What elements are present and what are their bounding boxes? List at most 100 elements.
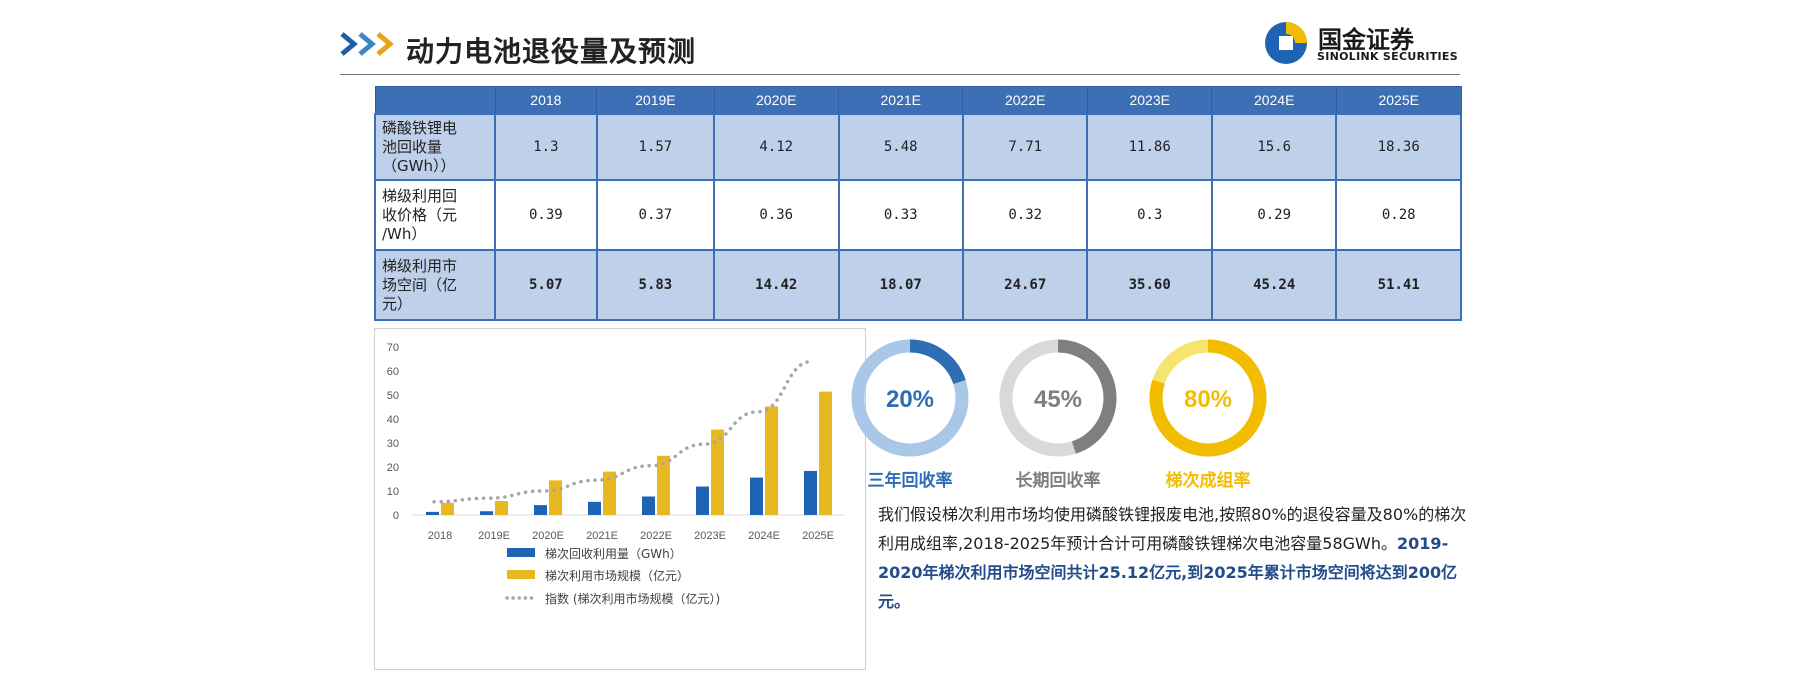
table-row: 磷酸铁锂电 池回收量 （GWh）） 1.3 1.57 4.12 5.48 7.7… [374,113,1462,181]
table-cell: 5.48 [837,113,964,181]
x-tick-label: 2023E [694,530,726,542]
bar-market-size [603,471,616,515]
row-header-line: 元） [382,294,413,313]
trendline [432,359,814,504]
table-cell: 15.6 [1210,113,1338,181]
logo-name: 国金证券 [1318,26,1414,54]
table-cell: 35.60 [1086,249,1213,321]
gauge-ring: 80% [1149,339,1267,457]
column-header: 2020E [713,86,840,115]
bar-recycling-volume [696,486,709,515]
slide: 动力电池退役量及预测 国金证券 SINOLINK SECURITIES 2018… [320,0,1480,700]
gauge-label: 梯次成组率 [1165,471,1251,491]
row-header-line: 磷酸铁锂电 [382,118,458,137]
table-cell: 0.28 [1335,179,1462,251]
chevron-arrows-icon [340,32,394,56]
table-cell: 45.24 [1210,249,1338,321]
y-tick-label: 30 [387,438,399,450]
bar-market-size [549,480,562,515]
gauge-ring: 45% [999,339,1117,457]
y-tick-label: 20 [387,462,399,474]
column-header: 2023E [1086,86,1213,115]
row-header-line: 池回收量 [382,137,443,156]
x-tick-label: 2024E [748,530,780,542]
column-header: 2018 [494,86,598,115]
y-tick-label: 50 [387,390,399,402]
gauge-chart: 80% [1144,334,1272,462]
bar-chart-svg: 0 10 20 30 40 50 60 70 2018 2019E 2020E 2021E 2022E 2… [387,342,845,606]
gauge-value: 20% [886,386,934,413]
row-header-line: 梯级利用回 [382,186,458,205]
header: 动力电池退役量及预测 国金证券 SINOLINK SECURITIES [340,18,1460,78]
row-header-line: 梯级利用市 [382,256,458,275]
column-header: 2025E [1335,86,1462,115]
row-header: 梯级利用回 收价格（元 /Wh） [374,179,496,251]
x-tick-label: 2021E [586,530,618,542]
gauge-value: 45% [1034,386,1082,413]
table-cell: 0.33 [837,179,964,251]
bar-recycling-volume [642,496,655,515]
legend-swatch [507,570,535,579]
y-tick-label: 40 [387,414,399,426]
summary-text: 我们假设梯次利用市场均使用磷酸铁锂报废电池,按照80%的退役容量及80%的梯次利… [878,505,1467,553]
gauge-arc [999,339,1117,457]
y-tick-label: 0 [393,510,399,522]
row-header-line: 场空间（亿 [382,275,458,294]
summary-paragraph: 我们假设梯次利用市场均使用磷酸铁锂报废电池,按照80%的退役容量及80%的梯次利… [878,500,1468,616]
row-header-line: 收价格（元 [382,205,458,224]
table-cell: 0.36 [713,179,840,251]
x-tick-label: 2020E [532,530,564,542]
table-cell: 18.07 [837,249,964,321]
table-cell: 0.39 [494,179,598,251]
column-header: 2024E [1211,86,1337,115]
table-cell: 1.3 [494,113,598,181]
x-tick-label: 2019E [478,530,510,542]
table-cell: 18.36 [1335,113,1462,181]
bar-chart: 0 10 20 30 40 50 60 70 2018 2019E 2020E 2021E 2022E 2… [374,328,866,670]
column-header: 2019E [596,86,715,115]
table-cell: 5.07 [494,249,598,321]
gauge-ring: 20% [851,339,969,457]
page-title: 动力电池退役量及预测 [406,35,697,68]
bar-market-size [495,501,508,515]
header-divider [340,74,1460,75]
table-cell: 1.57 [595,113,716,181]
bar-market-size [657,455,670,515]
legend-label: 梯次利用市场规模（亿元） [545,568,689,583]
table-row: 梯级利用市 场空间（亿 元） 5.07 5.83 14.42 18.07 24.… [374,249,1462,321]
gauge-arc [1149,339,1267,457]
company-logo: 国金证券 SINOLINK SECURITIES [1260,20,1460,70]
x-tick-label: 2025E [802,530,834,542]
table-cell: 0.3 [1086,179,1213,251]
bar-recycling-volume [426,511,439,515]
sinolink-logo-icon [1265,22,1307,64]
gauge-arc [851,339,969,457]
legend-label: 梯次回收利用量（GWh） [545,547,682,561]
table-cell: 14.42 [713,249,840,321]
column-header: 2022E [962,86,1088,115]
gauge-chart: 45% [994,334,1122,462]
y-tick-label: 70 [387,342,399,354]
table-cell: 0.32 [961,179,1089,251]
table-cell: 5.83 [595,249,716,321]
legend-label: 指数 (梯次利用市场规模（亿元）) [545,591,720,606]
table-row: 梯级利用回 收价格（元 /Wh） 0.39 0.37 0.36 0.33 0.3… [374,179,1462,251]
row-header: 梯级利用市 场空间（亿 元） [374,249,496,321]
table-cell: 4.12 [713,113,840,181]
bar-market-size [819,391,832,515]
legend-swatch [507,548,535,557]
x-tick-label: 2018 [428,530,452,542]
summary-highlight: 2019-2020年梯次利用市场空间共计25.12亿元,到2025年累计市场空间… [878,534,1458,611]
row-header: 磷酸铁锂电 池回收量 （GWh）） [374,113,496,181]
y-tick-label: 10 [387,486,399,498]
table-header-row: 2018 2019E 2020E 2021E 2022E 2023E 2024E… [374,86,1462,115]
bar-recycling-volume [480,511,493,515]
table-header-corner [374,86,496,115]
y-tick-label: 60 [387,366,399,378]
gauge-label: 长期回收率 [1015,471,1101,491]
bar-recycling-volume [588,501,601,515]
bar-market-size [765,406,778,515]
table-cell: 51.41 [1335,249,1462,321]
column-header: 2021E [837,86,964,115]
logo-english-name: SINOLINK SECURITIES [1317,50,1458,63]
